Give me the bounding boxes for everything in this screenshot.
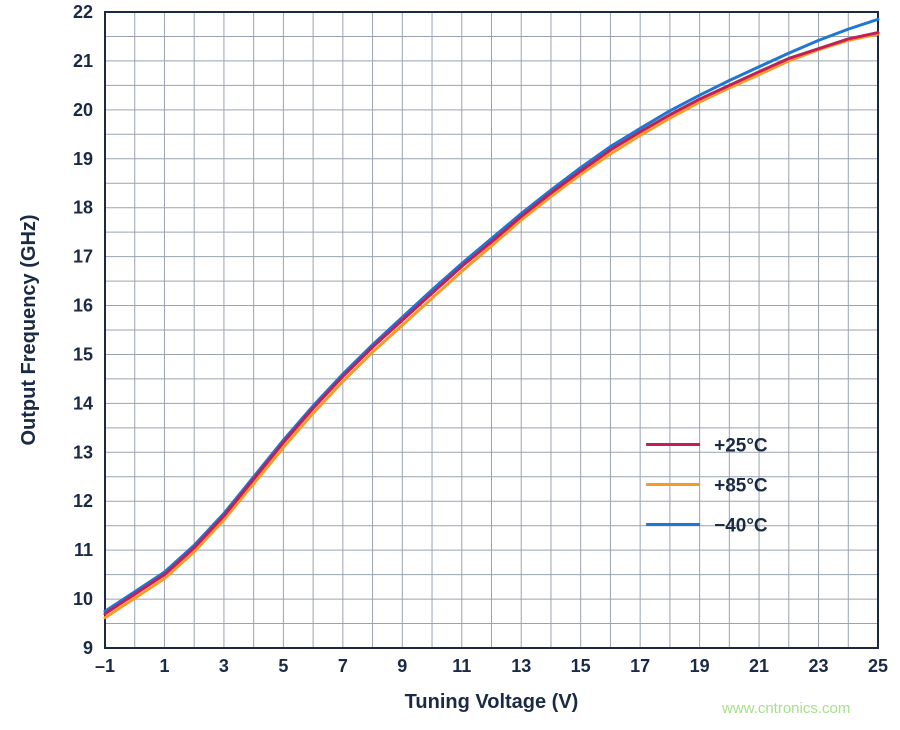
y-tick-label: 18 <box>73 198 93 218</box>
legend-label: −40°C <box>714 515 768 536</box>
x-tick-label: 23 <box>809 656 829 676</box>
y-tick-label: 14 <box>73 393 93 413</box>
x-tick-label: 21 <box>749 656 769 676</box>
y-tick-label: 17 <box>73 247 93 267</box>
x-tick-label: 25 <box>868 656 888 676</box>
x-tick-label: 1 <box>159 656 169 676</box>
legend-label: +85°C <box>714 475 768 496</box>
x-tick-label: 17 <box>630 656 650 676</box>
line-chart: –113579111315171921232591011121314151617… <box>0 0 900 730</box>
chart-container: –113579111315171921232591011121314151617… <box>0 0 900 730</box>
x-tick-label: 3 <box>219 656 229 676</box>
y-tick-label: 21 <box>73 51 93 71</box>
y-tick-label: 13 <box>73 442 93 462</box>
y-tick-label: 16 <box>73 296 93 316</box>
x-axis-label: Tuning Voltage (V) <box>405 691 579 713</box>
y-tick-label: 12 <box>73 491 93 511</box>
y-tick-label: 15 <box>73 344 93 364</box>
y-tick-label: 9 <box>83 638 93 658</box>
x-tick-label: 5 <box>278 656 288 676</box>
x-tick-label: 7 <box>338 656 348 676</box>
y-tick-label: 20 <box>73 100 93 120</box>
y-tick-label: 11 <box>74 540 93 560</box>
x-tick-label: 15 <box>571 656 591 676</box>
x-tick-label: 13 <box>511 656 531 676</box>
x-tick-label: 11 <box>452 656 471 676</box>
x-tick-label: 19 <box>690 656 710 676</box>
legend-label: +25°C <box>714 435 768 456</box>
watermark-text: www.cntronics.com <box>722 700 850 717</box>
y-axis-label: Output Frequency (GHz) <box>18 214 40 445</box>
x-tick-label: 9 <box>397 656 407 676</box>
y-tick-label: 19 <box>73 149 93 169</box>
y-tick-label: 10 <box>73 589 93 609</box>
y-tick-label: 22 <box>73 2 93 22</box>
x-tick-label: –1 <box>95 656 115 676</box>
